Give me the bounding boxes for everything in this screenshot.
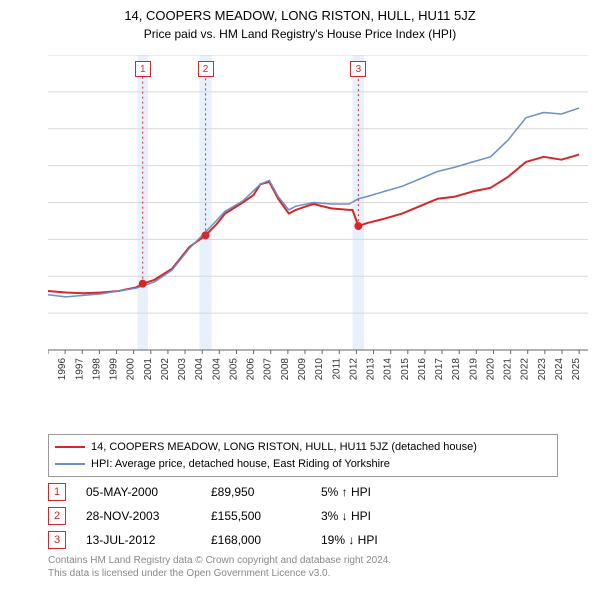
- legend-label: HPI: Average price, detached house, East…: [91, 456, 390, 473]
- x-tick-label: 2023: [537, 358, 548, 381]
- sale-date: 05-MAY-2000: [86, 485, 191, 499]
- chart-title: 14, COOPERS MEADOW, LONG RISTON, HULL, H…: [0, 0, 600, 23]
- chart-svg: £0£50K£100K£150K£200K£250K£300K£350K£400…: [48, 55, 588, 385]
- x-tick-label: 2006: [246, 358, 257, 381]
- copyright-footer: Contains HM Land Registry data © Crown c…: [48, 554, 391, 580]
- sale-price: £89,950: [211, 485, 301, 499]
- x-tick-label: 2011: [331, 358, 342, 380]
- x-tick-label: 2000: [126, 358, 137, 381]
- x-tick-label: 2022: [520, 358, 531, 381]
- x-tick-label: 2012: [348, 358, 359, 381]
- x-tick-label: 2025: [571, 358, 582, 381]
- sale-diff: 3% ↓ HPI: [321, 509, 441, 523]
- x-tick-label: 2005: [228, 358, 239, 381]
- sale-price: £155,500: [211, 509, 301, 523]
- x-tick-label: 2001: [143, 358, 154, 381]
- sale-diff: 19% ↓ HPI: [321, 533, 441, 547]
- sale-date: 28-NOV-2003: [86, 509, 191, 523]
- footer-line-1: Contains HM Land Registry data © Crown c…: [48, 554, 391, 567]
- sale-diff: 5% ↑ HPI: [321, 485, 441, 499]
- sale-badge: 3: [48, 531, 66, 549]
- x-tick-label: 2017: [434, 358, 445, 381]
- legend-box: 14, COOPERS MEADOW, LONG RISTON, HULL, H…: [48, 434, 558, 477]
- x-tick-label: 2024: [554, 358, 565, 381]
- legend-label: 14, COOPERS MEADOW, LONG RISTON, HULL, H…: [91, 439, 477, 456]
- x-tick-label: 2013: [366, 358, 377, 381]
- x-tick-label: 2007: [263, 358, 274, 381]
- x-tick-label: 1999: [109, 358, 120, 381]
- x-tick-label: 2002: [160, 358, 171, 381]
- legend-swatch: [55, 446, 85, 448]
- marker-badge: 3: [350, 61, 366, 77]
- sale-badge: 2: [48, 507, 66, 525]
- sale-row: 1 05-MAY-2000 £89,950 5% ↑ HPI: [48, 480, 441, 504]
- x-tick-label: 2008: [280, 358, 291, 381]
- marker-dot: [354, 222, 362, 230]
- chart-plot-area: £0£50K£100K£150K£200K£250K£300K£350K£400…: [48, 55, 588, 385]
- series-property: [48, 155, 579, 294]
- x-tick-label: 2019: [468, 358, 479, 381]
- sale-row: 2 28-NOV-2003 £155,500 3% ↓ HPI: [48, 504, 441, 528]
- x-tick-label: 2004: [211, 358, 222, 381]
- sale-row: 3 13-JUL-2012 £168,000 19% ↓ HPI: [48, 528, 441, 552]
- x-tick-label: 2009: [297, 358, 308, 381]
- sale-price: £168,000: [211, 533, 301, 547]
- x-tick-label: 1996: [57, 358, 68, 381]
- x-tick-label: 2021: [503, 358, 514, 381]
- marker-dot: [202, 231, 210, 239]
- sales-table: 1 05-MAY-2000 £89,950 5% ↑ HPI 2 28-NOV-2003 £…: [48, 480, 441, 552]
- legend-row: HPI: Average price, detached house, East…: [55, 456, 551, 473]
- chart-subtitle: Price paid vs. HM Land Registry's House …: [0, 23, 600, 49]
- chart-container: 14, COOPERS MEADOW, LONG RISTON, HULL, H…: [0, 0, 600, 590]
- sale-badge: 1: [48, 483, 66, 501]
- x-tick-label: 2003: [177, 358, 188, 381]
- marker-dot: [139, 280, 147, 288]
- x-tick-label: 2010: [314, 358, 325, 381]
- x-tick-label: 2016: [417, 358, 428, 381]
- x-tick-label: 2015: [400, 358, 411, 381]
- x-tick-label: 2004: [194, 358, 205, 381]
- footer-line-2: This data is licensed under the Open Gov…: [48, 567, 391, 580]
- legend-row: 14, COOPERS MEADOW, LONG RISTON, HULL, H…: [55, 439, 551, 456]
- marker-badge: 2: [198, 61, 214, 77]
- x-tick-label: 2020: [485, 358, 496, 381]
- marker-badge: 1: [135, 61, 151, 77]
- x-tick-label: 1997: [74, 358, 85, 381]
- x-tick-label: 2014: [383, 358, 394, 381]
- legend-swatch: [55, 463, 85, 465]
- x-tick-label: 2018: [451, 358, 462, 381]
- x-tick-label: 1995: [48, 358, 51, 381]
- sale-date: 13-JUL-2012: [86, 533, 191, 547]
- x-tick-label: 1998: [91, 358, 102, 381]
